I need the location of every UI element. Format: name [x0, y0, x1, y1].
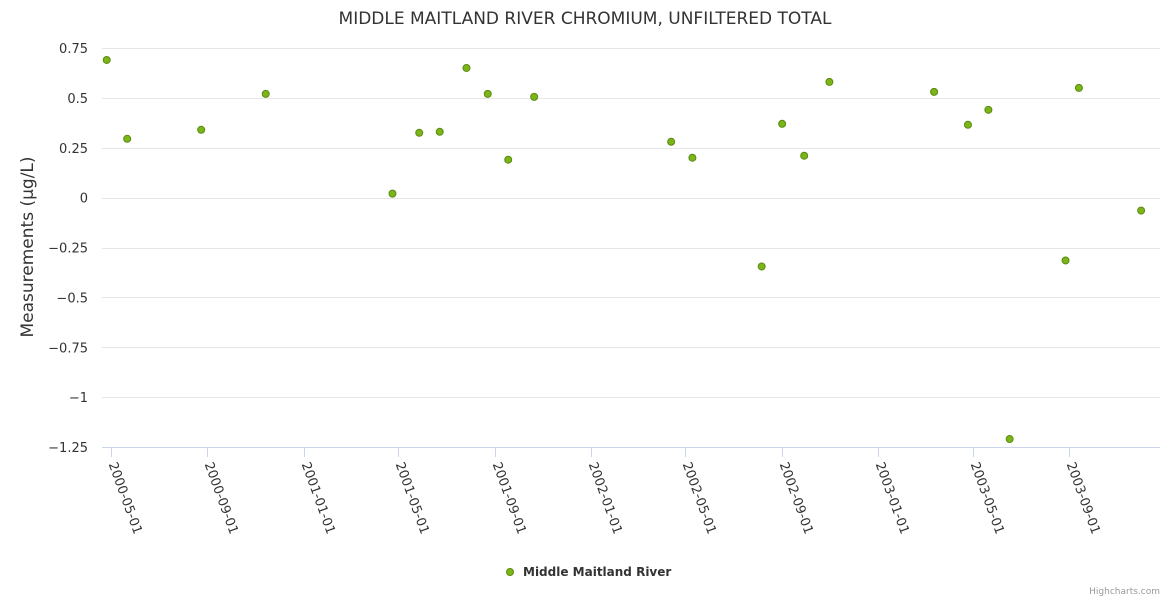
data-point[interactable]	[504, 155, 513, 164]
y-tick-label: 0.25	[59, 142, 88, 157]
y-tick-label: −0.25	[48, 242, 88, 257]
data-point[interactable]	[1061, 256, 1070, 265]
data-point[interactable]	[102, 55, 111, 64]
data-point[interactable]	[825, 77, 834, 86]
data-point[interactable]	[688, 153, 697, 162]
y-tick-label: −1.25	[48, 441, 88, 456]
data-point[interactable]	[1137, 206, 1146, 215]
x-tick-label: 2001-09-01	[489, 460, 529, 536]
data-point[interactable]	[800, 151, 809, 160]
y-axis-label: Measurements (µg/L)	[18, 156, 38, 337]
y-tick-label: 0	[80, 192, 88, 207]
legend-marker	[506, 568, 514, 576]
data-point[interactable]	[1074, 83, 1083, 92]
y-tick-label: −0.5	[56, 291, 88, 306]
x-tick-label: 2000-09-01	[201, 460, 241, 536]
data-point[interactable]	[483, 89, 492, 98]
data-point[interactable]	[197, 125, 206, 134]
chart-title: MIDDLE MAITLAND RIVER CHROMIUM, UNFILTER…	[339, 9, 832, 29]
data-point[interactable]	[462, 63, 471, 72]
x-tick-label: 2002-05-01	[679, 460, 719, 536]
credits-link[interactable]: Highcharts.com	[1089, 587, 1160, 597]
data-point[interactable]	[778, 119, 787, 128]
data-point[interactable]	[435, 127, 444, 136]
x-tick-label: 2003-01-01	[872, 460, 912, 536]
data-point[interactable]	[415, 128, 424, 137]
data-point[interactable]	[930, 87, 939, 96]
y-tick-label: −0.75	[48, 341, 88, 356]
data-point[interactable]	[963, 120, 972, 129]
data-point[interactable]	[667, 137, 676, 146]
y-tick-label: −1	[69, 391, 88, 406]
x-tick-label: 2002-01-01	[585, 460, 625, 536]
x-axis: 2000-05-01 2000-09-01 2001-01-01 2001-05-01…	[102, 447, 1160, 536]
data-point[interactable]	[123, 134, 132, 143]
x-tick-label: 2001-01-01	[298, 460, 338, 536]
y-axis-ticks: 0.75 0.5 0.25 0 −0.25 −0.5 −0.75 −1 −1.25	[48, 42, 88, 456]
series-points	[102, 55, 1146, 444]
data-point[interactable]	[757, 262, 766, 271]
data-point[interactable]	[984, 105, 993, 114]
x-tick-label: 2000-05-01	[105, 460, 145, 536]
x-tick-label: 2002-09-01	[776, 460, 816, 536]
gridlines	[102, 48, 1160, 398]
x-tick-label: 2003-05-01	[967, 460, 1007, 536]
data-point[interactable]	[388, 189, 397, 198]
x-tick-label: 2003-09-01	[1063, 460, 1103, 536]
legend-label: Middle Maitland River	[523, 565, 671, 579]
y-tick-label: 0.5	[67, 92, 88, 107]
x-tick-label: 2001-05-01	[392, 460, 432, 536]
legend-item-middle-maitland-river[interactable]: Middle Maitland River	[506, 565, 672, 579]
data-point[interactable]	[261, 89, 270, 98]
data-point[interactable]	[1005, 435, 1014, 444]
data-point[interactable]	[530, 92, 539, 101]
y-tick-label: 0.75	[59, 42, 88, 57]
